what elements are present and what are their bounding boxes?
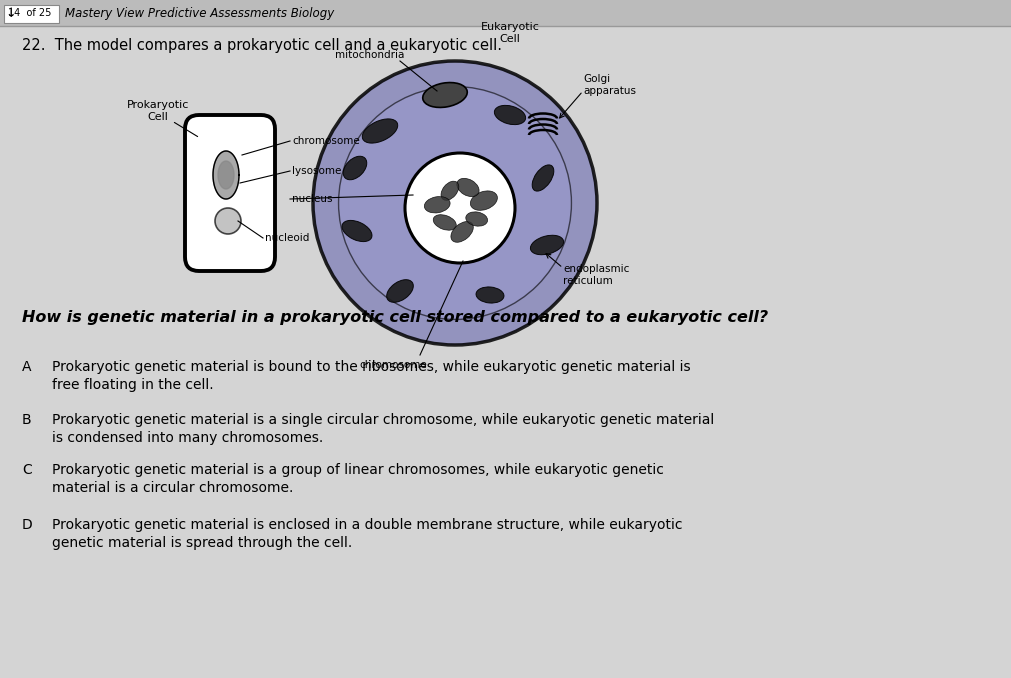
Text: Prokaryotic
Cell: Prokaryotic Cell xyxy=(126,100,189,122)
Text: Prokaryotic genetic material is a single circular chromosome, while eukaryotic g: Prokaryotic genetic material is a single… xyxy=(52,413,714,445)
Text: chromosome: chromosome xyxy=(292,136,359,146)
Ellipse shape xyxy=(441,181,458,200)
Circle shape xyxy=(312,61,596,345)
Text: D: D xyxy=(22,518,32,532)
Ellipse shape xyxy=(424,197,450,213)
Text: Golgi
apparatus: Golgi apparatus xyxy=(582,74,635,96)
Ellipse shape xyxy=(456,178,478,197)
Ellipse shape xyxy=(465,212,487,226)
Text: nucleus: nucleus xyxy=(292,194,333,204)
Text: lysosome: lysosome xyxy=(292,166,341,176)
Text: mitochondria: mitochondria xyxy=(335,50,404,60)
Text: C: C xyxy=(22,463,31,477)
Text: Eukaryotic
Cell: Eukaryotic Cell xyxy=(480,22,539,44)
Text: chromosome: chromosome xyxy=(359,360,427,370)
Circle shape xyxy=(214,208,241,234)
Text: endoplasmic
reticulum: endoplasmic reticulum xyxy=(562,264,629,286)
Polygon shape xyxy=(212,151,239,199)
Circle shape xyxy=(404,153,515,263)
Ellipse shape xyxy=(386,279,412,302)
FancyBboxPatch shape xyxy=(185,115,275,271)
Text: Prokaryotic genetic material is enclosed in a double membrane structure, while e: Prokaryotic genetic material is enclosed… xyxy=(52,518,681,551)
Text: ↓: ↓ xyxy=(5,7,16,20)
Ellipse shape xyxy=(451,222,473,242)
Ellipse shape xyxy=(530,235,563,255)
Text: How is genetic material in a prokaryotic cell stored compared to a eukaryotic ce: How is genetic material in a prokaryotic… xyxy=(22,310,767,325)
Text: B: B xyxy=(22,413,31,427)
Polygon shape xyxy=(217,161,234,189)
Ellipse shape xyxy=(433,215,456,231)
Ellipse shape xyxy=(494,105,525,125)
Ellipse shape xyxy=(532,165,553,191)
Ellipse shape xyxy=(342,220,372,241)
Ellipse shape xyxy=(343,156,366,180)
Ellipse shape xyxy=(423,83,467,107)
Ellipse shape xyxy=(475,287,503,303)
Text: Prokaryotic genetic material is bound to the ribosomes, while eukaryotic genetic: Prokaryotic genetic material is bound to… xyxy=(52,360,690,393)
Text: 14  of 25: 14 of 25 xyxy=(8,9,52,18)
Text: 22.  The model compares a prokaryotic cell and a eukaryotic cell.: 22. The model compares a prokaryotic cel… xyxy=(22,38,501,53)
Ellipse shape xyxy=(470,191,496,210)
Ellipse shape xyxy=(362,119,397,143)
Circle shape xyxy=(339,87,571,319)
Bar xyxy=(4,5,59,22)
Text: A: A xyxy=(22,360,31,374)
Bar xyxy=(0,0,1011,26)
Text: nucleoid: nucleoid xyxy=(265,233,309,243)
Text: Mastery View Predictive Assessments Biology: Mastery View Predictive Assessments Biol… xyxy=(65,7,334,20)
Text: Prokaryotic genetic material is a group of linear chromosomes, while eukaryotic : Prokaryotic genetic material is a group … xyxy=(52,463,663,496)
